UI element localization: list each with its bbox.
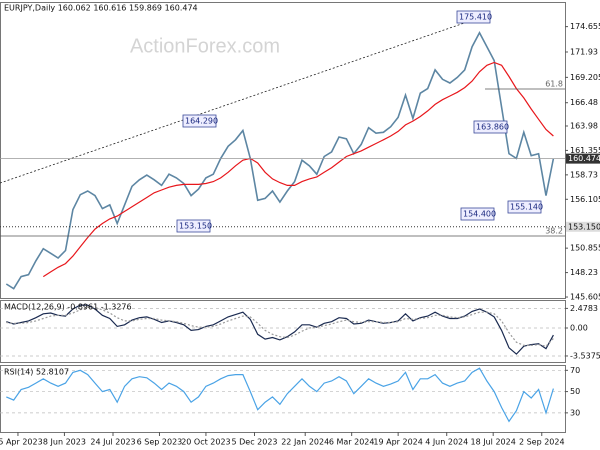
annotation-label: 164.290 <box>185 117 218 126</box>
x-tick-label: 22 Jan 2024 <box>281 438 329 447</box>
x-tick-label: 8 Jun 2023 <box>43 438 86 447</box>
annotation-box <box>176 219 211 233</box>
y-tick-label: 171.93 <box>570 47 598 56</box>
y-tick-label: 174.655 <box>570 22 600 31</box>
panel-frame <box>0 2 566 299</box>
indicator-label: RSI(14) 52.8107 <box>4 368 69 377</box>
x-tick-label: 6 Mar 2024 <box>329 438 375 447</box>
y-tick-label: 148.23 <box>570 268 598 277</box>
support-box <box>566 221 600 232</box>
series-line <box>6 367 554 423</box>
x-tick-label: 5 Dec 2023 <box>232 438 278 447</box>
y-tick-label: -3.5375 <box>570 351 600 360</box>
chart-title: EURJPY,Daily 160.062 160.616 159.869 160… <box>4 4 198 13</box>
trendline <box>0 15 485 184</box>
annotation-label: 175.410 <box>459 13 492 22</box>
y-tick-label: 50 <box>570 387 580 396</box>
y-tick-label: 156.105 <box>570 195 600 204</box>
series-line <box>6 306 554 347</box>
y-tick-label: 30 <box>570 408 580 417</box>
y-tick-label: 70 <box>570 366 580 375</box>
y-tick-label: 145.605 <box>570 293 600 302</box>
x-tick-label: 18 Jul 2024 <box>471 438 516 447</box>
fib-label: 38.2 <box>545 227 563 236</box>
y-tick-label: 161.355 <box>570 146 600 155</box>
panel-frame <box>0 300 566 363</box>
annotation-label: 153.150 <box>179 222 212 231</box>
watermark: ActionForex.com <box>130 35 280 57</box>
fib-label: 61.8 <box>545 80 563 89</box>
annotation-label: 155.140 <box>510 203 543 212</box>
y-tick-label: 2.4783 <box>570 304 598 313</box>
y-tick-label: 158.73 <box>570 170 598 179</box>
series-line <box>5 30 555 290</box>
support-label: 153.150 <box>568 222 600 231</box>
series-line <box>42 61 554 278</box>
x-tick-label: 20 Oct 2023 <box>181 438 230 447</box>
indicator-label: MACD(12,26,9) -0.8961 -1.3276 <box>4 303 132 312</box>
annotation-box <box>473 120 508 134</box>
y-tick-label: 150.855 <box>570 244 600 253</box>
x-tick-label: 6 Sep 2023 <box>137 438 183 447</box>
x-tick-label: 24 Jul 2023 <box>90 438 135 447</box>
annotation-box <box>456 10 491 24</box>
last-price-box <box>566 153 600 164</box>
x-tick-label: 2 Sep 2024 <box>519 438 565 447</box>
y-tick-label: 163.98 <box>570 121 598 130</box>
x-tick-label: 4 Jun 2024 <box>425 438 468 447</box>
x-tick-label: 19 Apr 2024 <box>373 438 422 447</box>
annotation-box <box>507 200 542 214</box>
annotation-box <box>460 207 495 221</box>
annotation-label: 154.400 <box>463 210 496 219</box>
y-tick-label: 0.00 <box>570 323 588 332</box>
annotation-label: 163.860 <box>476 123 509 132</box>
annotation-box <box>182 114 217 128</box>
last-price-label: 160.474 <box>568 154 600 163</box>
x-tick-label: 25 Apr 2023 <box>0 438 43 447</box>
panel-frame <box>0 365 566 433</box>
y-tick-label: 166.48 <box>570 98 598 107</box>
y-tick-label: 169.205 <box>570 73 600 82</box>
series-line <box>6 304 554 355</box>
